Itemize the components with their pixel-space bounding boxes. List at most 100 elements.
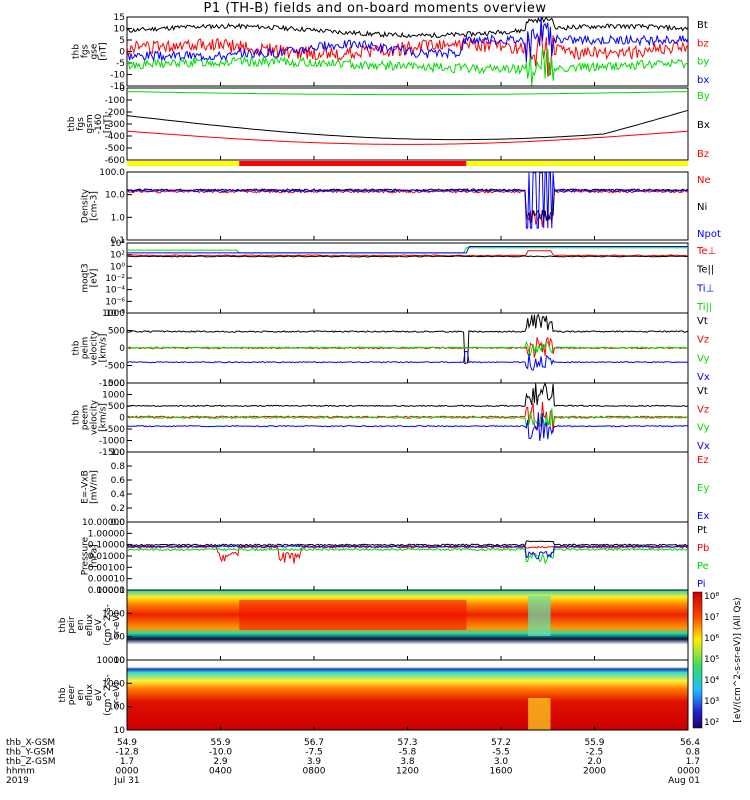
series-ti-par: [127, 247, 688, 254]
y-tick-label: 1.0: [111, 213, 126, 223]
legend-ex: Ex: [697, 511, 709, 522]
x-row-value: 57.2: [491, 738, 511, 748]
y-axis-label: thbpeimvelocity[km/s]: [72, 330, 109, 366]
legend-vt: Vt: [697, 386, 708, 397]
y-tick-label: -400: [105, 132, 126, 142]
y-tick-label: 0.00010: [88, 575, 125, 585]
legend-ni: Ni: [697, 202, 707, 213]
colorbar-tick-label: 10⁷: [704, 613, 719, 623]
y-tick-label: -5: [116, 59, 125, 69]
y-axis-label-line: thb: [72, 340, 82, 355]
y-axis-label-line: [mV/m]: [90, 470, 100, 504]
y-axis-label-line: en: [76, 619, 86, 630]
y-tick-label: 100: [108, 703, 125, 713]
x-row-name: 2019: [6, 776, 29, 786]
y-tick-label: 0.1: [111, 236, 125, 246]
y-tick-label: 0: [119, 344, 125, 354]
series-ne: [126, 189, 689, 228]
y-axis-label-line: thb: [72, 410, 82, 425]
series-te-par: [126, 255, 688, 258]
x-row-value: 55.9: [584, 738, 604, 748]
chart-title: P1 (TH-B) fields and on-board moments ov…: [203, 1, 547, 16]
panel-frame: [126, 521, 689, 591]
y-tick-label: 0: [119, 414, 125, 424]
y-tick-label: 10²: [110, 251, 125, 261]
y-axis-label-line: peim: [81, 337, 91, 360]
y-tick-label: 10⁻²: [105, 274, 125, 284]
y-tick-label: 10⁴: [110, 239, 125, 249]
y-tick-label: 0: [119, 84, 125, 94]
y-axis-label-line: [km/s]: [99, 403, 109, 432]
mode-bar-segment: [239, 161, 467, 166]
legend-bz: Bz: [697, 149, 709, 160]
colorbar-label: [eV/(cm^2-s-sr-eV)] (All Qs): [733, 597, 743, 722]
y-axis-label-line: [km/s]: [99, 334, 109, 363]
series-vy-ion: [126, 340, 689, 357]
series-by: [126, 48, 689, 86]
y-axis-label-line: fgs: [76, 117, 86, 131]
series-bz-gsm: [126, 130, 689, 145]
x-row-name: thb_X-GSM: [6, 738, 55, 748]
colorbar-tick-label: 10⁶: [704, 634, 719, 644]
y-tick-label: 0.4: [111, 490, 126, 500]
panel-fgs-gsm: 0 -100 -200 -300 -400 -500 -600 thbfgsgsm-160[n…: [67, 84, 710, 166]
y-axis-label-line: moqt3: [81, 263, 91, 292]
y-axis-label-line: thb: [58, 617, 68, 632]
y-axis-label-line: (cm^2-s-: [103, 674, 113, 716]
ion-spectrogram-event: [528, 596, 551, 636]
legend-vx: Vx: [697, 441, 710, 452]
x-row-value: 54.9: [117, 738, 137, 748]
y-tick-label: -15: [110, 82, 125, 92]
y-axis-label-line: thb: [67, 116, 77, 131]
y-tick-label: 100: [108, 633, 125, 643]
x-row-value: 2000: [583, 767, 606, 777]
y-axis-label-line: sr-eV): [112, 612, 122, 638]
x-row-value: 3.9: [307, 757, 322, 767]
legend-pe: Pe: [697, 561, 709, 572]
y-tick-label: -1000: [99, 437, 125, 447]
x-row-value: -7.5: [305, 748, 323, 758]
series-vz-electron: [126, 401, 689, 433]
x-row-name: thb_Y-GSM: [6, 748, 54, 758]
y-axis-label-line: peem: [81, 405, 91, 431]
y-tick-label: 100.0: [99, 168, 125, 178]
series-by-gsm: [126, 91, 689, 96]
legend-ti||: Ti||: [696, 302, 712, 313]
x-row-value: 1600: [490, 767, 513, 777]
y-axis-label: thbpeemvelocity[km/s]: [72, 399, 109, 435]
y-axis-label-line: (cm^2-s-: [103, 604, 113, 646]
series-bt: [126, 16, 689, 39]
legend-by: by: [697, 57, 709, 68]
y-tick-label: 500: [108, 402, 125, 412]
x-row-value: 55.9: [210, 738, 230, 748]
legend-pb: Pb: [697, 543, 709, 554]
y-axis-label-line: eflux: [85, 613, 95, 636]
series-bz: [126, 29, 689, 77]
y-axis-label: Density[cm-3]: [81, 188, 100, 223]
legend-bx: Bx: [697, 120, 710, 131]
y-tick-label: -1500: [99, 448, 125, 458]
series-bx-gsm: [126, 109, 689, 141]
y-tick-label: 0.8: [111, 462, 126, 472]
y-tick-label: 10000: [96, 656, 125, 666]
legend-ti⊥: Ti⊥: [696, 283, 714, 294]
legend-ne: Ne: [697, 175, 711, 186]
y-axis-label: thbpeirenefluxeV(cm^2-s-sr-eV): [58, 604, 122, 646]
panel-peir: 10000 1000 100 10 thbpeirenefluxeV(cm^2-s-sr…: [58, 586, 689, 666]
y-axis-label-line: eV: [94, 618, 104, 631]
y-tick-label: 10000: [96, 586, 125, 596]
y-axis-label-line: Pressure: [81, 536, 91, 575]
panel-frame: [126, 242, 689, 314]
mode-bar-segment: [466, 161, 688, 166]
series-ti-perp: [127, 246, 688, 254]
x-row-value: 56.7: [304, 738, 324, 748]
x-row-value: 0.8: [686, 748, 701, 758]
y-tick-label: -500: [105, 144, 126, 154]
series-vx-electron: [126, 412, 689, 441]
y-tick-label: 10: [114, 25, 126, 35]
series-pi: [126, 545, 689, 560]
panel-frame: [126, 451, 689, 523]
y-axis-label-line: eflux: [85, 683, 95, 706]
colorbar: [692, 591, 703, 729]
x-row-value: 3.0: [494, 757, 509, 767]
